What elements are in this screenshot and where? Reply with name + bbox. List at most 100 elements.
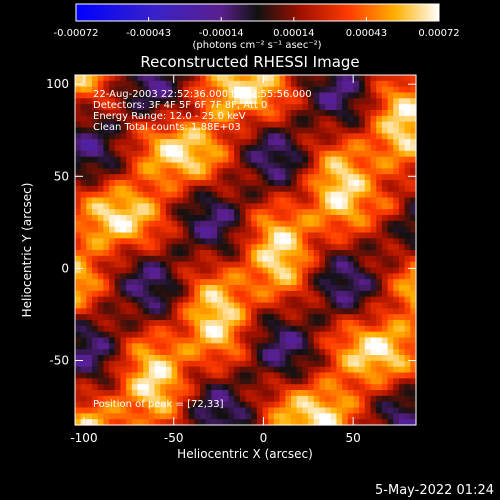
- heatmap-cell: [410, 127, 417, 134]
- heatmap-cell: [165, 419, 173, 426]
- heatmap-cell: [404, 180, 411, 187]
- heatmap-cell: [228, 180, 235, 187]
- heatmap-cell: [279, 285, 286, 292]
- heatmap-cell: [194, 115, 201, 123]
- heatmap-cell: [188, 110, 195, 117]
- heatmap-cell: [353, 139, 360, 146]
- heatmap-cell: [387, 360, 394, 368]
- heatmap-cell: [381, 320, 389, 327]
- heatmap-cell: [245, 203, 252, 210]
- heatmap-cell: [302, 145, 309, 152]
- heatmap-cell: [381, 98, 389, 105]
- heatmap-cell: [364, 139, 372, 146]
- heatmap-cell: [336, 98, 343, 105]
- heatmap-cell: [410, 419, 417, 426]
- heatmap-cell: [228, 232, 235, 239]
- heatmap-cell: [154, 331, 161, 339]
- heatmap-cell: [200, 390, 207, 397]
- heatmap-cell: [171, 308, 178, 315]
- heatmap-cell: [200, 197, 207, 204]
- heatmap-cell: [137, 104, 144, 111]
- heatmap-cell: [131, 320, 139, 327]
- heatmap-cell: [182, 156, 190, 164]
- heatmap-cell: [376, 384, 383, 391]
- heatmap-cell: [194, 331, 201, 339]
- heatmap-cell: [80, 407, 87, 414]
- heatmap-cell: [75, 145, 82, 152]
- heatmap-cell: [342, 401, 349, 409]
- heatmap-cell: [205, 145, 212, 152]
- heatmap-cell: [177, 197, 184, 204]
- heatmap-cell: [279, 145, 286, 152]
- heatmap-cell: [217, 337, 224, 344]
- heatmap-cell: [217, 372, 224, 379]
- heatmap-cell: [120, 320, 127, 327]
- heatmap-cell: [239, 156, 247, 164]
- heatmap-cell: [217, 86, 224, 94]
- heatmap-cell: [126, 261, 133, 269]
- heatmap-cell: [120, 226, 127, 234]
- heatmap-cell: [114, 372, 122, 379]
- heatmap-cell: [137, 273, 144, 280]
- heatmap-cell: [319, 261, 326, 269]
- heatmap-cell: [325, 279, 332, 286]
- heatmap-cell: [177, 80, 184, 88]
- heatmap-cell: [92, 203, 99, 210]
- heatmap-cell: [165, 104, 173, 111]
- heatmap-cell: [126, 104, 133, 111]
- heatmap-cell: [245, 325, 252, 333]
- heatmap-cell: [148, 325, 156, 333]
- heatmap-cell: [131, 395, 139, 403]
- heatmap-cell: [171, 185, 178, 193]
- annotations: 22-Aug-2003 22:52:36.000 to 22:55:56.000…: [93, 89, 312, 410]
- heatmap-cell: [154, 168, 161, 175]
- heatmap-cell: [92, 355, 99, 362]
- heatmap-cell: [211, 384, 218, 391]
- heatmap-cell: [80, 320, 87, 327]
- heatmap-cell: [194, 150, 201, 158]
- heatmap-cell: [404, 255, 411, 263]
- heatmap-cell: [211, 378, 218, 385]
- heatmap-cell: [330, 290, 338, 298]
- heatmap-cell: [109, 343, 116, 350]
- heatmap-cell: [171, 296, 178, 304]
- heatmap-cell: [75, 360, 82, 368]
- heatmap-cell: [342, 390, 349, 397]
- heatmap-cell: [353, 180, 360, 187]
- heatmap-cell: [370, 121, 377, 129]
- heatmap-cell: [222, 261, 230, 269]
- heatmap-cell: [160, 150, 167, 158]
- heatmap-cell: [228, 191, 235, 199]
- heatmap-cell: [262, 296, 269, 304]
- heatmap-cell: [376, 168, 383, 175]
- heatmap-cell: [200, 401, 207, 409]
- heatmap-cell: [75, 349, 82, 356]
- heatmap-cell: [251, 302, 258, 309]
- heatmap-cell: [109, 267, 116, 274]
- heatmap-cell: [347, 395, 355, 403]
- heatmap-cell: [347, 75, 355, 82]
- heatmap-cell: [171, 150, 178, 158]
- heatmap-cell: [319, 185, 326, 193]
- heatmap-cell: [325, 139, 332, 146]
- heatmap-cell: [273, 314, 281, 321]
- heatmap-cell: [296, 121, 303, 129]
- heatmap-cell: [205, 238, 212, 245]
- heatmap-cell: [398, 390, 406, 397]
- heatmap-cell: [194, 232, 201, 239]
- heatmap-cell: [330, 378, 338, 385]
- heatmap-cell: [188, 343, 195, 350]
- heatmap-cell: [359, 238, 366, 245]
- heatmap-cell: [239, 180, 247, 187]
- heatmap-cell: [228, 115, 235, 123]
- heatmap-cell: [353, 185, 360, 193]
- heatmap-cell: [200, 226, 207, 234]
- heatmap-cell: [148, 115, 156, 123]
- heatmap-cell: [75, 185, 82, 193]
- heatmap-cell: [222, 104, 230, 111]
- heatmap-cell: [319, 156, 326, 164]
- heatmap-cell: [387, 232, 394, 239]
- heatmap-cell: [279, 244, 286, 251]
- heatmap-cell: [319, 238, 326, 245]
- heatmap-cell: [364, 150, 372, 158]
